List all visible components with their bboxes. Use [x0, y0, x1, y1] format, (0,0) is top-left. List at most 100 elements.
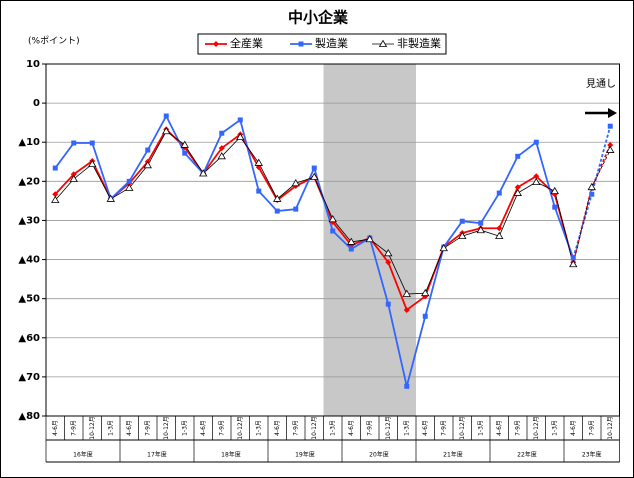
marker [254, 158, 263, 166]
plot-border [45, 63, 620, 417]
marker [125, 183, 134, 191]
marker [162, 126, 171, 135]
y-tick-label: 10 [26, 59, 40, 70]
x-tick-label: 4-6月 [126, 420, 133, 436]
marker [51, 195, 60, 204]
marker [515, 153, 521, 159]
marker [476, 225, 485, 234]
x-tick-label: 7-9月 [144, 420, 151, 436]
marker [199, 169, 208, 177]
marker [384, 249, 393, 257]
marker [143, 161, 152, 169]
marker [514, 184, 521, 191]
x-tick-label: 7-9月 [292, 420, 299, 436]
marker [273, 194, 282, 202]
group-label: 20年度 [369, 451, 389, 459]
marker [533, 173, 540, 180]
x-tick-label: 1-3月 [551, 420, 558, 436]
marker [459, 218, 465, 224]
legend-label: 全産業 [230, 36, 263, 50]
marker [218, 145, 225, 152]
marker [217, 152, 226, 160]
y-tick-label: ▲30 [18, 215, 40, 226]
y-tick-label: ▲70 [18, 372, 40, 383]
marker [52, 191, 59, 198]
marker [328, 214, 337, 223]
x-tick-label: 1-3月 [181, 420, 188, 436]
marker [126, 178, 132, 184]
x-tick-label: 4-6月 [496, 420, 503, 436]
y-tick-label: ▲10 [18, 137, 40, 148]
marker [219, 130, 225, 136]
marker [607, 141, 614, 148]
x-tick-label: 7-9月 [514, 420, 521, 436]
legend-label: 非製造業 [397, 36, 441, 50]
marker [71, 140, 77, 146]
marker [163, 113, 169, 119]
x-tick-label: 4-6月 [570, 420, 577, 436]
y-tick-label: ▲60 [18, 333, 40, 344]
marker [256, 188, 262, 194]
marker [237, 117, 243, 123]
marker [385, 259, 392, 266]
x-tick-label: 1-3月 [477, 420, 484, 436]
marker [478, 220, 484, 226]
legend-box [197, 33, 447, 55]
marker [533, 139, 539, 145]
marker [365, 234, 374, 243]
marker [402, 289, 411, 297]
group-label: 17年度 [147, 451, 167, 459]
legend-marker [298, 41, 304, 47]
group-label: 19年度 [295, 451, 315, 459]
marker [589, 191, 595, 197]
y-tick-label: ▲50 [18, 294, 40, 305]
marker [403, 307, 410, 314]
marker [52, 165, 58, 171]
x-tick-label: 10-12月 [237, 416, 244, 439]
marker [69, 174, 78, 182]
x-tick-label: 10-12月 [533, 416, 540, 439]
marker [552, 204, 558, 210]
y-tick-label: 0 [33, 98, 40, 109]
legend-marker [378, 39, 388, 47]
x-tick-label: 10-12月 [163, 416, 170, 439]
x-tick-label: 10-12月 [607, 416, 614, 439]
x-tick-label: 10-12月 [459, 416, 466, 439]
x-tick-label: 1-3月 [329, 420, 336, 436]
marker [180, 140, 189, 148]
marker [89, 140, 95, 146]
series-line [572, 149, 611, 265]
x-tick-label: 4-6月 [348, 420, 355, 436]
marker [311, 165, 317, 171]
group-label: 22年度 [517, 451, 537, 459]
marker [182, 150, 188, 156]
marker [70, 171, 77, 178]
marker [291, 178, 300, 187]
legend: 全産業 製造業 非製造業 [197, 33, 447, 55]
marker [385, 301, 391, 307]
marker [347, 237, 356, 245]
marker [607, 123, 613, 129]
marker [439, 243, 448, 252]
x-tick-label: 1-3月 [403, 420, 410, 436]
marker [106, 194, 115, 202]
marker [496, 225, 503, 232]
annotation: 見通し [586, 78, 616, 90]
x-tick-label: 10-12月 [89, 416, 96, 439]
legend-marker [213, 41, 219, 47]
marker [550, 186, 559, 195]
marker [421, 288, 430, 297]
x-tick-label: 7-9月 [218, 420, 225, 436]
y-tick-label: ▲80 [18, 411, 40, 422]
chart-title: 中小企業 [288, 9, 349, 27]
x-tick-label: 7-9月 [440, 420, 447, 436]
marker [496, 190, 502, 196]
marker [458, 231, 467, 239]
y-axis-label: (%ポイント) [28, 36, 80, 47]
x-tick-label: 7-9月 [366, 420, 373, 436]
marker [404, 383, 410, 389]
x-tick-label: 4-6月 [52, 420, 59, 436]
marker [606, 145, 615, 153]
marker [532, 177, 541, 186]
marker [570, 255, 576, 261]
